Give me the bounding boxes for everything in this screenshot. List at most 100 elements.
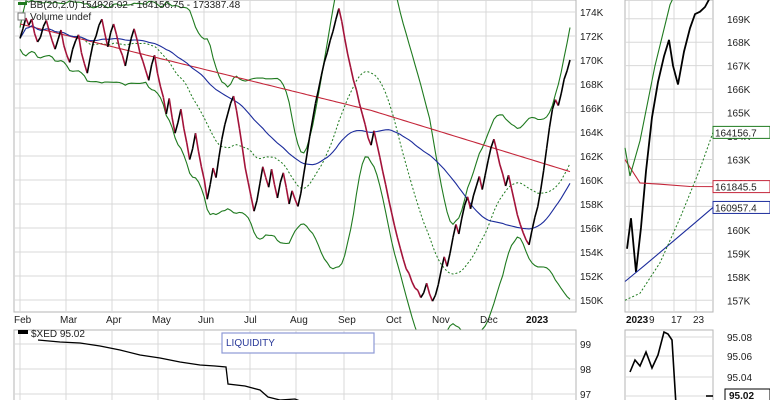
price-segment [343,38,349,55]
price-segment [250,196,255,212]
price-segment [332,19,337,32]
zoom-value-label: 161845.5 [715,183,757,194]
price-segment [291,190,296,200]
x-tick-label: Mar [60,315,78,326]
y-tick-label: 160K [580,176,604,187]
price-segment [162,97,168,115]
x-tick-label: Oct [386,315,402,326]
x-tick-label: Nov [432,315,450,326]
zoom-x-tick-label: 9 [649,315,655,326]
zoom-value-labels: 164156.7 161845.5 160957.4 [712,125,770,214]
price-segment [297,193,302,207]
price-segment [434,284,440,296]
y-tick-label: 156K [580,224,604,235]
price-segment [417,290,422,298]
price-segment [136,39,141,53]
price-segment [238,128,244,148]
price-segment [443,256,448,267]
price-segment [408,273,413,283]
price-segment [63,45,68,56]
price-segment [522,232,527,241]
price-segment [54,39,59,50]
price-segment [305,136,311,157]
price-segment [349,67,355,81]
zoom-x-tick-label: 17 [671,315,683,326]
price-segment [484,160,489,176]
zoom-grid [625,0,713,312]
zoom-x-tick-label: 23 [693,315,705,326]
bb-legend-label: BB(20,2.0) 154926.02 - 164156.75 - 17338… [30,0,241,11]
price-segment [335,8,340,20]
price-segment [276,182,282,199]
zoom-y-tick-label: 167K [727,62,751,73]
zoom-y-tick-label: 158K [727,273,751,284]
zoom-value-tag [712,180,770,194]
price-segment [226,102,232,115]
price-segment [355,89,361,104]
main-y-axis: 150K 152K 154K 156K 158K 160K 162K 164K 166K 168K… [580,8,604,307]
price-segment [534,206,539,218]
x-tick-label: May [152,315,171,326]
price-segment [183,128,188,143]
xed-legend-swatch [18,330,28,334]
xed-y-tick-label: 97 [580,390,592,400]
price-segment [45,20,51,32]
price-segment [288,190,293,205]
main-grid [14,0,576,312]
xed-zoom-y-tick-label: 95.06 [727,352,752,363]
price-segment [566,59,571,72]
zoom-y-tick-label: 165K [727,109,751,120]
price-segment [537,189,542,207]
price-segment [165,98,170,115]
price-segment [528,230,533,245]
liquidity-label: LIQUIDITY [226,338,275,349]
price-segment [247,182,252,197]
xed-zoom-line [629,330,677,400]
y-tick-label: 158K [580,200,604,211]
price-segment [25,17,30,26]
price-segment [379,157,384,172]
ma-50-line [19,25,571,230]
price-segment [329,30,334,42]
price-segment [458,218,463,235]
price-segment [425,282,431,295]
price-segment [80,52,86,64]
price-segment [311,103,317,121]
price-segment [323,52,328,63]
price-segment [396,237,402,249]
price-segment [241,147,247,169]
zoom-series [624,0,714,301]
price-segment [101,19,106,34]
zoom-value-tag [712,125,770,139]
zoom-y-axis: 157K158K159K160K161K162K163K164K165K166K… [727,15,751,308]
price-segment [317,75,323,91]
price-segment [39,26,45,38]
price-segment [36,36,42,43]
price-segment [218,139,223,158]
main-x-axis: Feb Mar Apr May Jun Jul Aug Sep Oct Nov Dec 2023 [14,315,549,326]
xed-legend: $XED 95.02 [18,329,85,340]
price-segment [563,70,568,80]
price-segment [89,43,94,58]
price-segment [545,127,551,149]
price-segment [188,148,194,160]
price-segment [557,93,563,106]
price-segment [449,237,454,254]
y-tick-label: 162K [580,152,604,163]
price-segment [516,214,522,225]
price-segment [548,109,554,128]
price-segment [510,188,516,202]
y-tick-label: 154K [580,248,604,259]
price-segment [180,109,185,129]
price-segment [490,138,495,148]
price-segment [308,119,314,137]
xed-y-tick-label: 99 [580,340,592,351]
zoom-x-axis: 2023 9 17 23 [626,315,705,326]
price-segment [493,139,498,152]
price-segment [282,172,288,188]
price-segment [124,51,130,67]
zoom-y-tick-label: 163K [727,156,751,167]
price-segment [253,200,258,212]
y-tick-label: 168K [580,80,604,91]
price-segment [244,167,249,183]
